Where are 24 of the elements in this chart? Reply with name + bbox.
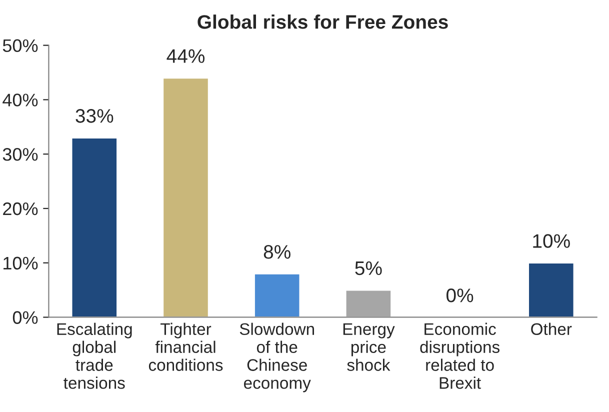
y-tick-label: 50% [2,39,38,52]
data-label: 5% [355,261,382,276]
bar [344,289,392,318]
y-tick-label: 40% [2,94,38,106]
data-label: 10% [533,234,570,248]
y-tick-label: 0% [12,311,38,324]
x-tick-label: Energy price shock [343,323,395,371]
chart-title: Global risks for Free Zones [198,14,448,29]
bar [162,77,210,318]
data-label: 44% [166,49,205,63]
data-label: 33% [76,109,114,123]
bar [528,262,575,318]
bar [70,137,118,318]
data-label: 8% [264,245,290,259]
bar [254,273,301,318]
data-label: 0% [446,288,474,302]
x-tick-label: Slowdown of the Chinese economy [240,322,314,392]
x-tick-label: Other [531,322,572,336]
y-tick-label: 20% [3,202,38,216]
x-tick-label: Escalating global trade tensions [57,322,132,389]
x-tick-label: Economic disruptions related to Brexit [420,322,500,389]
y-tick-label: 30% [2,148,38,161]
y-tick-label: 10% [4,256,38,270]
x-tick-label: Tighter financial conditions [148,322,223,371]
